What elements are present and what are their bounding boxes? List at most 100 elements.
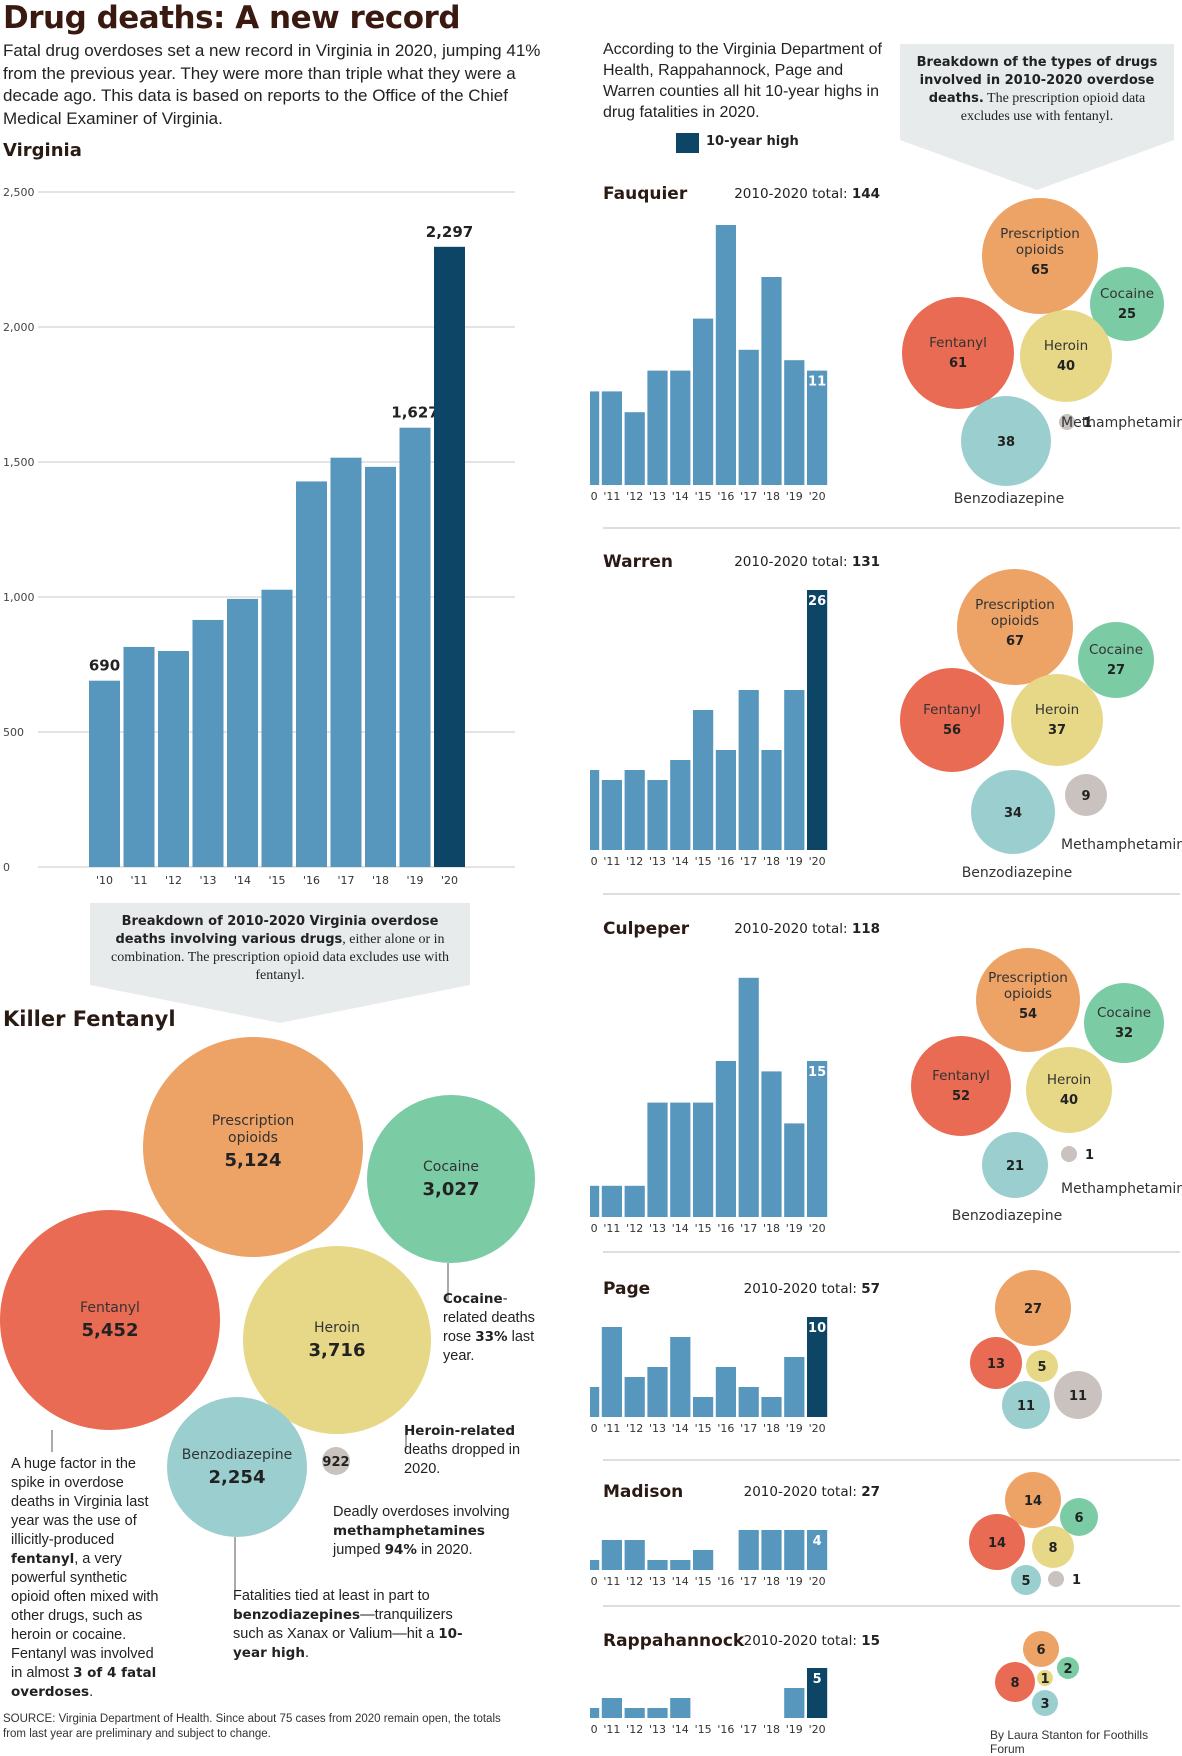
bar-20 [434,246,465,867]
bubble-name: Fentanyl [929,335,987,351]
bar-19 [784,360,805,485]
bar-17 [330,457,362,867]
bar-19 [784,1357,805,1417]
bubble-name: opioids [1016,242,1064,258]
x-tick-label: '10 [96,874,113,887]
state-callout-rest: , either alone or in combination. The pr… [111,932,449,983]
bar-15 [261,589,293,867]
bubble-value: 21 [1006,1159,1024,1174]
benzo-note: Fatalities tied at least in part to benz… [233,1588,463,1661]
end-data-label: 10 [808,1321,826,1336]
bar-14 [670,1560,691,1570]
x-tick-label: '13 [649,490,666,503]
benzodiazepine-label: Benzodiazepine [954,491,1065,507]
x-tick-label: '14 [672,1723,689,1736]
bubble-name: Fentanyl [80,1300,140,1316]
x-tick-label: '12 [626,1222,643,1235]
bubble-name: Cocaine [1089,642,1143,658]
bar-13 [647,1560,668,1570]
meth-note: Deadly overdoses involving methamphetami… [333,1504,510,1558]
bubble-value: 2,254 [209,1467,266,1488]
x-tick-label: '18 [763,1222,780,1235]
bubble-value: 38 [997,435,1015,450]
x-tick-label: '11 [603,1422,620,1435]
bar-17 [738,977,759,1217]
bar-14 [670,1102,691,1217]
cocaine-bubble [1090,267,1164,341]
bubble-value: 65 [1031,263,1049,278]
methamphetamine-bubble [1048,1571,1064,1587]
bar-17 [738,349,759,485]
heroin-bubble [1011,674,1103,766]
x-tick-label: '14 [672,855,689,868]
data-label: 2,297 [426,223,473,241]
x-tick-label: '20 [809,1575,826,1588]
bar-13 [647,1102,668,1217]
bar-18 [761,1397,782,1417]
bar-14 [670,1337,691,1417]
bar-17 [738,690,759,850]
fentanyl-bubble [911,1036,1011,1136]
state-callout: Breakdown of 2010-2020 Virginia overdose… [90,903,470,1023]
bar-10 [590,1708,600,1718]
county-total: 2010-2020 total: 118 [734,921,880,937]
bubble-value: 1 [1085,1148,1094,1163]
x-tick-label: '20 [809,1422,826,1435]
benzodiazepine-bubble [961,396,1051,486]
x-tick-label: '12 [626,855,643,868]
x-tick-label: '20 [809,1723,826,1736]
bubble-name: Prescription [212,1113,295,1129]
bar-11 [601,1327,622,1417]
y-tick-label: 500 [3,726,24,739]
county-total: 2010-2020 total: 15 [744,1633,880,1649]
bar-16 [296,481,327,867]
bubble-value: 1 [1040,1672,1049,1687]
bubble-name: opioids [991,613,1039,629]
x-tick-label: '20 [441,874,458,887]
bubble-name: Prescription [1000,226,1080,242]
bar-12 [624,1540,645,1570]
bar-14 [670,370,691,485]
x-tick-label: '11 [603,1723,620,1736]
bubble-value: 25 [1118,307,1136,322]
x-tick-label: '18 [372,874,389,887]
bubble-value: 3,716 [309,1340,366,1361]
county-callout-text: Breakdown of the types of drugs involved… [900,44,1174,140]
bar-12 [624,770,645,850]
heroin-bubble [1037,1670,1053,1686]
bubble-value: 3,027 [423,1179,480,1200]
county-total: 2010-2020 total: 27 [744,1484,880,1500]
state-callout-pointer [90,985,470,1023]
killer-fentanyl-title: Killer Fentanyl [3,1007,176,1031]
x-tick-label: '16 [717,1222,734,1235]
bar-20 [807,370,828,485]
bar-18 [761,750,782,850]
fentanyl-bubble [995,1662,1035,1702]
county-title-page: Page [603,1279,650,1299]
state-callout-text: Breakdown of 2010-2020 Virginia overdose… [90,903,470,985]
bar-16 [715,1061,736,1217]
x-tick-label: '10 [590,1422,598,1435]
bubble-value: 6 [1036,1643,1045,1658]
x-tick-label: '19 [786,1222,803,1235]
x-tick-label: '19 [786,855,803,868]
heroin-bubble [243,1246,431,1434]
y-tick-label: 2,500 [3,186,35,199]
benzodiazepine-bubble [1002,1381,1050,1429]
x-tick-label: '12 [626,1422,643,1435]
intro-right-text: According to the Virginia Department of … [603,41,882,121]
bar-13 [192,619,224,867]
prescription-opioids-bubble [143,1037,363,1257]
x-tick-label: '13 [649,1575,666,1588]
fentanyl-bubble [0,1210,220,1430]
bubble-value: 5,452 [82,1320,139,1341]
bar-20 [807,1061,828,1217]
x-tick-label: '20 [809,1222,826,1235]
bubble-name: Prescription [975,597,1055,613]
bubble-name: Cocaine [423,1159,479,1175]
x-tick-label: '18 [763,1575,780,1588]
bar-12 [624,1708,645,1718]
x-tick-label: '14 [672,1575,689,1588]
bar-11 [601,391,622,485]
